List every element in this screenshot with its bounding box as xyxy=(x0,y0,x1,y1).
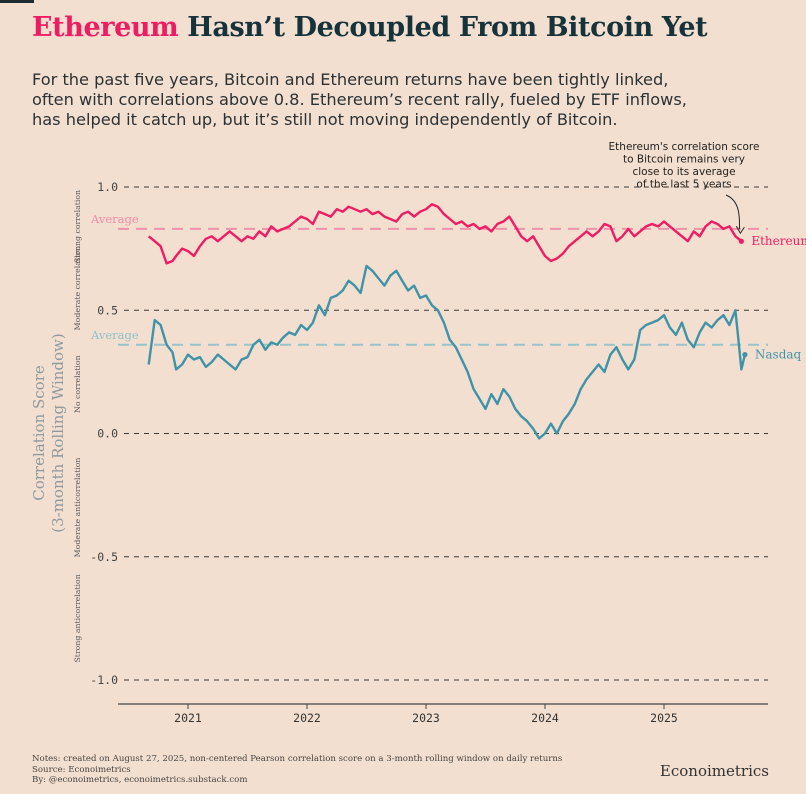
top-accent-bar xyxy=(0,0,34,3)
average-label: Average xyxy=(90,328,139,342)
series-end-point xyxy=(742,352,748,358)
annotation-text: Ethereum's correlation score xyxy=(609,141,760,153)
x-tick-label: 2023 xyxy=(412,711,440,725)
series-label: Nasdaq xyxy=(755,348,802,362)
band-label: Moderate anticorrelation xyxy=(73,458,82,558)
x-tick-label: 2024 xyxy=(531,711,559,725)
subtitle-line: has helped it catch up, but it’s still n… xyxy=(32,110,618,129)
brand-logo-text: Econoimetrics xyxy=(659,762,769,780)
y-axis-subtitle: (3-month Rolling Window) xyxy=(49,333,67,533)
average-label: Average xyxy=(90,212,139,226)
annotation-arrowhead xyxy=(735,225,745,235)
annotation-text: of the last 5 years xyxy=(636,179,731,191)
series-end-point xyxy=(738,238,744,244)
annotation-text: close to its average xyxy=(632,166,735,178)
x-tick-label: 2025 xyxy=(650,711,678,725)
y-tick-label: 1.0 xyxy=(97,180,118,194)
y-tick-label: -0.5 xyxy=(90,550,118,564)
band-label: Strong correlation xyxy=(73,190,82,263)
y-tick-label: 0.0 xyxy=(97,427,118,441)
byline: By: @econoimetrics, econoimetrics.substa… xyxy=(32,775,248,785)
y-axis-title: Correlation Score xyxy=(30,365,48,501)
subtitle: For the past five years, Bitcoin and Eth… xyxy=(32,70,782,130)
annotation-text: to Bitcoin remains very xyxy=(623,154,745,166)
y-tick-label: -1.0 xyxy=(90,673,118,687)
series-line xyxy=(147,264,747,440)
source-line: Source: Econoimetrics xyxy=(32,764,131,775)
annotation-arrow xyxy=(725,194,740,230)
band-label: Strong anticorrelation xyxy=(73,574,82,662)
subtitle-line: For the past five years, Bitcoin and Eth… xyxy=(32,70,669,89)
page-title: Ethereum Hasn’t Decoupled From Bitcoin Y… xyxy=(32,12,708,43)
series-label: Ethereum xyxy=(751,234,806,248)
band-label: No correlation xyxy=(73,355,82,413)
title-rest: Hasn’t Decoupled From Bitcoin Yet xyxy=(178,12,708,43)
title-accent: Ethereum xyxy=(32,12,179,43)
subtitle-line: often with correlations above 0.8. Ether… xyxy=(32,90,687,109)
footer-notes: Notes: created on August 27, 2025, non-c… xyxy=(32,754,562,786)
y-tick-label: 0.5 xyxy=(97,303,118,317)
notes-line: Notes: created on August 27, 2025, non-c… xyxy=(32,754,563,764)
band-label: Moderate correlation xyxy=(73,246,82,331)
series-line xyxy=(147,203,743,265)
x-tick-label: 2021 xyxy=(174,711,202,725)
x-tick-label: 2022 xyxy=(293,711,321,725)
